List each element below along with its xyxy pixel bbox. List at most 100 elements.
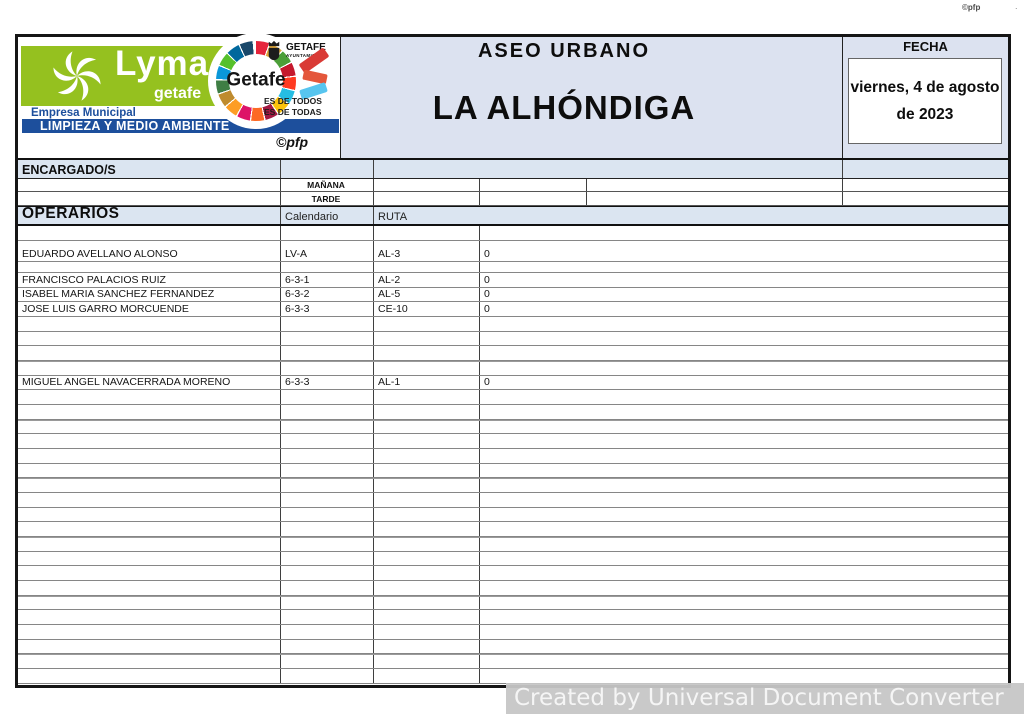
encargados-cell <box>374 160 843 178</box>
cell-calendario <box>281 317 374 331</box>
page-copyright: ©pfp <box>962 3 981 12</box>
lyma-swirl-icon <box>53 51 101 101</box>
calendario-header: Calendario <box>281 207 374 224</box>
cell-name: EDUARDO AVELLANO ALONSO <box>18 241 281 261</box>
operario-row: ISABEL MARIA SANCHEZ FERNANDEZ 6-3-2 AL-… <box>18 287 1008 303</box>
cell-calendario <box>281 434 374 449</box>
cell-ruta: CE-10 <box>374 302 480 317</box>
operario-row <box>18 317 1008 332</box>
cell-ruta <box>374 346 480 361</box>
slogan-line-1: ES DE TODOS <box>264 96 322 106</box>
cell-name <box>18 596 281 610</box>
cell-calendario <box>281 566 374 581</box>
cell-ruta <box>374 596 480 610</box>
cell-calendario <box>281 596 374 610</box>
cell-ruta <box>374 405 480 419</box>
cell-name: FRANCISCO PALACIOS RUIZ <box>18 273 281 287</box>
cell-value <box>480 669 1008 683</box>
cell-name <box>18 346 281 361</box>
cell-value <box>480 262 1008 272</box>
cell-calendario <box>281 331 374 346</box>
cell-value <box>480 405 1008 419</box>
cell-ruta: AL-5 <box>374 287 480 302</box>
cell-ruta <box>374 669 480 683</box>
logo-cell: Lyma getafe Getafe GETAFE AYUNTAMIENTO <box>18 33 341 158</box>
fecha-cell: FECHA viernes, 4 de agosto de 2023 <box>843 37 1008 158</box>
cell-calendario <box>281 405 374 419</box>
cell-name <box>18 420 281 434</box>
cell-value <box>480 581 1008 595</box>
getafe-wordmark: Getafe <box>226 69 286 91</box>
getafe-slogan: ES DE TODOS ES DE TODAS <box>264 96 322 117</box>
ruta-header: RUTA <box>378 211 408 223</box>
operario-row <box>18 226 1008 241</box>
cell-calendario: 6-3-3 <box>281 375 374 390</box>
operario-row <box>18 654 1008 670</box>
cell-name <box>18 625 281 639</box>
cell-value <box>480 464 1008 478</box>
cell-name <box>18 655 281 669</box>
cell-name <box>18 390 281 405</box>
operario-row <box>18 625 1008 640</box>
cell-name <box>18 479 281 493</box>
operario-row <box>18 639 1008 655</box>
operario-row <box>18 507 1008 523</box>
cell-value <box>480 610 1008 624</box>
cell-value <box>480 522 1008 536</box>
cell-name <box>18 362 281 375</box>
cell-name <box>18 262 281 272</box>
cell-value <box>480 479 1008 492</box>
tarde-row: TARDE <box>18 192 1008 206</box>
document-sheet: Lyma getafe Getafe GETAFE AYUNTAMIENTO <box>15 33 1011 688</box>
cell-ruta <box>374 463 480 478</box>
cell-ruta <box>374 538 480 551</box>
converter-watermark: Created by Universal Document Converter <box>506 683 1024 714</box>
operarios-rows: EDUARDO AVELLANO ALONSO LV-A AL-3 0 FRAN… <box>18 226 1008 684</box>
pfp-copyright: ©pfp <box>276 134 309 150</box>
operario-row <box>18 390 1008 406</box>
cell-ruta <box>374 449 480 463</box>
cell-value: 0 <box>484 376 490 389</box>
operario-row <box>18 419 1008 435</box>
operario-row: JOSE LUIS GARRO MORCUENDE 6-3-3 CE-10 0 <box>18 302 1008 318</box>
cell-name <box>18 538 281 551</box>
operarios-header-row: OPERARIOS Calendario RUTA <box>18 206 1008 226</box>
shift-cell <box>480 179 587 191</box>
cell-name: JOSE LUIS GARRO MORCUENDE <box>18 302 281 317</box>
shift-cell <box>374 179 480 191</box>
cell-calendario <box>281 420 374 434</box>
cell-value <box>480 346 1008 360</box>
operario-row <box>18 346 1008 362</box>
cell-calendario <box>281 669 374 683</box>
cell-value <box>480 332 1008 346</box>
cell-value: 0 <box>484 303 490 316</box>
cell-ruta <box>374 625 480 639</box>
cell-calendario <box>281 639 374 654</box>
cell-ruta <box>374 610 480 625</box>
operario-row: FRANCISCO PALACIOS RUIZ 6-3-1 AL-2 0 <box>18 273 1008 288</box>
slogan-line-2: ES DE TODAS <box>264 106 322 117</box>
operario-row <box>18 478 1008 494</box>
operario-row <box>18 449 1008 464</box>
cell-ruta <box>374 362 480 375</box>
department-banner: LIMPIEZA Y MEDIO AMBIENTE <box>22 119 339 133</box>
cell-name <box>18 463 281 478</box>
empresa-municipal-label: Empresa Municipal <box>31 107 136 119</box>
lyma-getafe-label: getafe <box>154 85 202 102</box>
operario-row <box>18 537 1008 552</box>
encargados-label: ENCARGADO/S <box>18 160 281 178</box>
cell-value <box>480 390 1008 404</box>
cell-ruta <box>374 331 480 346</box>
cell-value <box>480 493 1008 507</box>
cell-calendario <box>281 463 374 478</box>
cell-value <box>480 655 1008 668</box>
encargados-cell <box>843 160 1008 178</box>
encargados-row: ENCARGADO/S <box>18 160 1008 179</box>
operario-row <box>18 361 1008 376</box>
cell-calendario <box>281 362 374 375</box>
cell-ruta <box>374 317 480 331</box>
service-title: ASEO URBANO <box>477 40 650 62</box>
cell-name <box>18 405 281 419</box>
manana-row: MAÑANA <box>18 179 1008 192</box>
